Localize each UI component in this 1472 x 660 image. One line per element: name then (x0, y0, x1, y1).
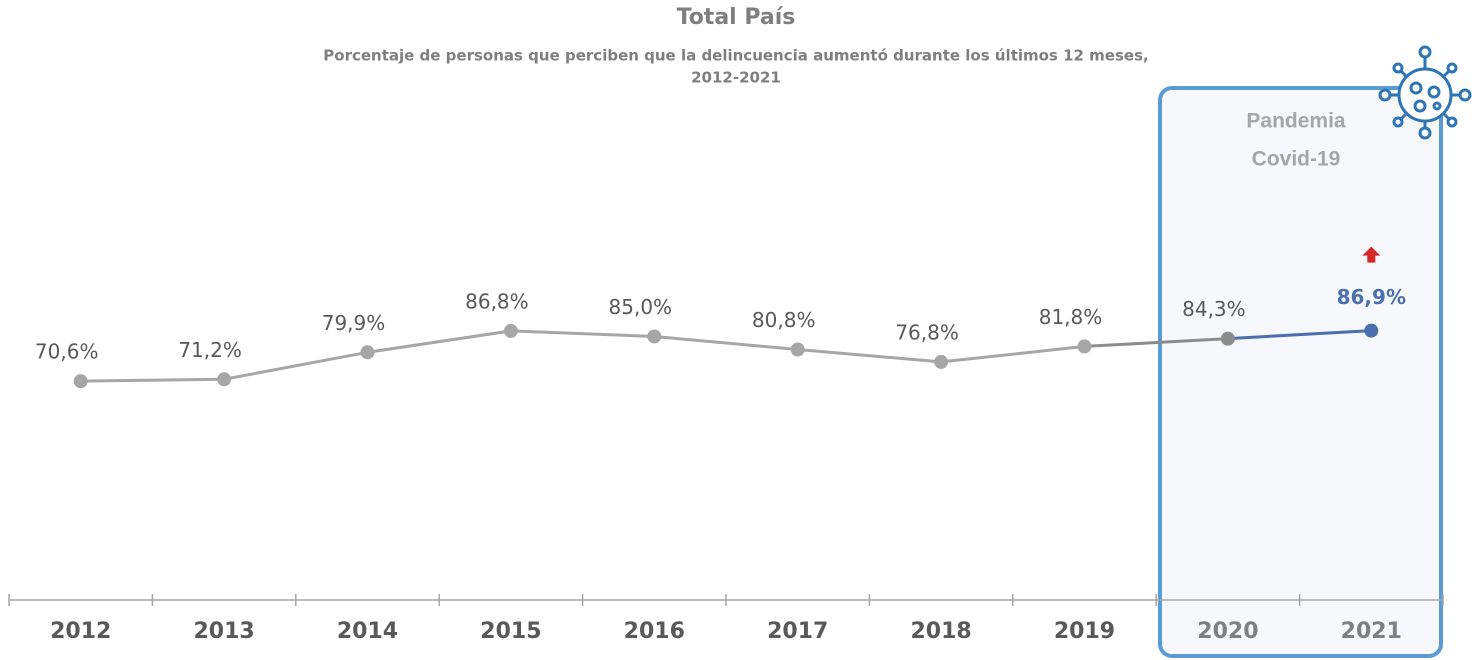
annotation: Covid-19 (1252, 148, 1341, 171)
data-label: 86,9% (1337, 285, 1406, 309)
line-segment (654, 335, 798, 352)
virus-icon (1378, 45, 1472, 140)
line-segment (797, 348, 942, 364)
line-segment (1227, 329, 1372, 341)
data-point (1077, 339, 1092, 354)
annotation: Pandemia (1246, 110, 1346, 133)
data-label: 71,2% (178, 338, 242, 362)
line-segment (510, 329, 655, 338)
data-label: 86,8% (465, 289, 529, 313)
data-label: 84,3% (1182, 297, 1246, 321)
x-tick-label: 2020 (1197, 619, 1258, 644)
x-tick-label: 2015 (480, 619, 541, 644)
up-arrow (1362, 246, 1381, 263)
data-point (217, 372, 232, 387)
chart-subtitle: 2012-2021 (691, 69, 781, 87)
data-label: 70,6% (35, 340, 99, 364)
x-tick-label: 2013 (193, 619, 254, 644)
chart-title: Total País (677, 5, 796, 30)
x-tick-label: 2012 (50, 619, 111, 644)
data-label: 81,8% (1039, 305, 1103, 329)
x-tick-label: 2021 (1341, 619, 1402, 644)
data-point (1220, 331, 1235, 346)
line-segment (940, 344, 1085, 364)
pandemic-box (1158, 86, 1443, 658)
data-point (503, 323, 518, 338)
line-segment (223, 350, 368, 381)
x-tick-label: 2016 (624, 619, 685, 644)
x-tick-label: 2019 (1054, 619, 1115, 644)
data-label: 85,0% (609, 295, 673, 319)
chart-subtitle: Porcentaje de personas que perciben que … (323, 47, 1148, 65)
data-point (934, 354, 949, 369)
data-point (1364, 323, 1379, 338)
line-segment (367, 329, 512, 354)
data-point (647, 329, 662, 344)
x-tick-label: 2014 (337, 619, 398, 644)
data-label: 80,8% (752, 308, 816, 332)
x-tick-label: 2018 (910, 619, 971, 644)
data-point (73, 374, 88, 389)
data-label: 76,8% (895, 320, 959, 344)
data-label: 79,9% (322, 311, 386, 335)
line-segment (1084, 337, 1228, 348)
x-tick-label: 2017 (767, 619, 828, 644)
line-segment (80, 377, 225, 383)
data-point (360, 345, 375, 360)
data-point (790, 342, 805, 357)
